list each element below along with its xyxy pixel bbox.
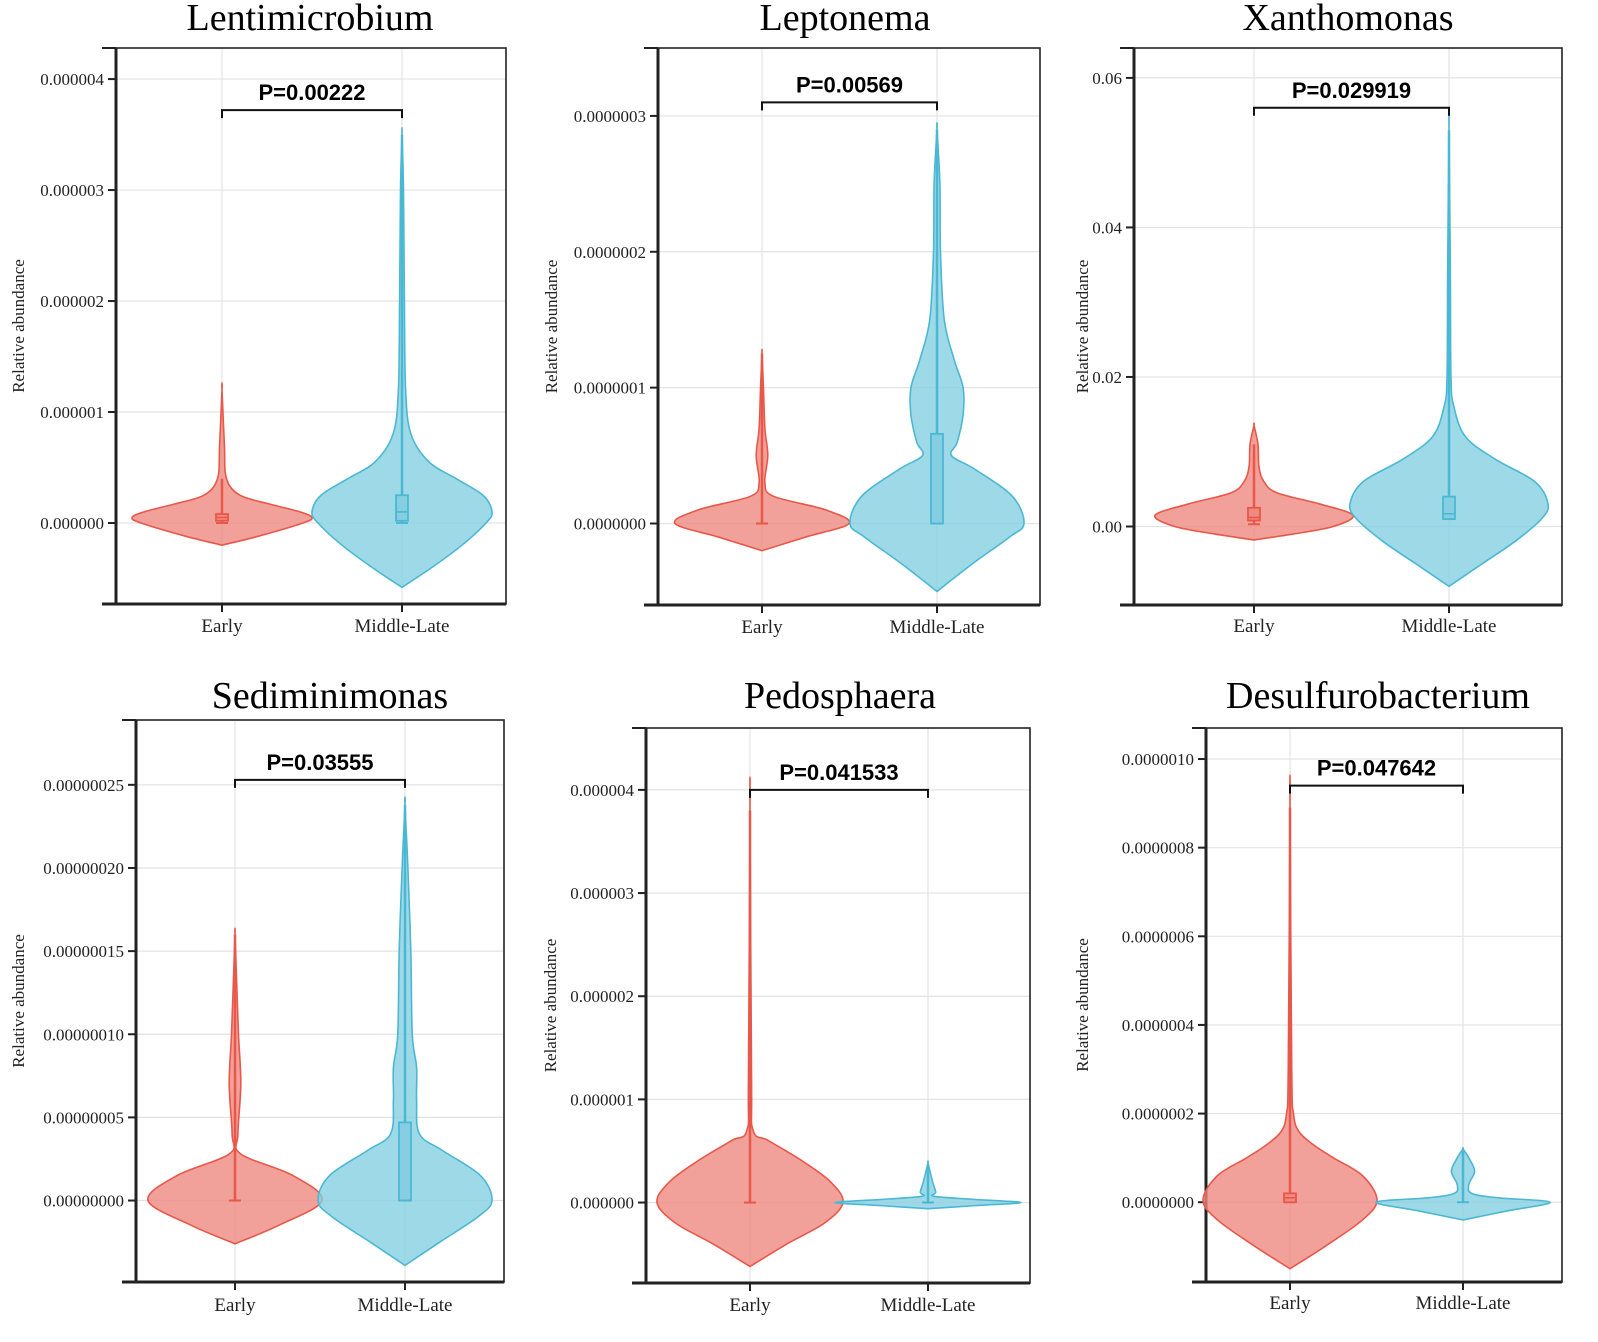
- y-axis-label: Relative abundance: [541, 939, 560, 1073]
- y-tick-label: 0.0000010: [1122, 750, 1194, 769]
- panel-title: Sediminimonas: [212, 675, 448, 717]
- y-tick-label: 0.0000004: [1122, 1016, 1195, 1035]
- y-tick-label: 0.00: [1092, 517, 1122, 536]
- y-tick-label: 0.000000: [570, 1194, 634, 1213]
- p-value-label: P=0.03555: [266, 750, 373, 775]
- y-axis-label: Relative abundance: [1073, 260, 1092, 394]
- violin-panel: 0.00 0.02 0.04 0.06 Early Middle-Late Xanthomo…: [1073, 0, 1563, 637]
- y-tick-label: 0.000003: [40, 181, 104, 200]
- y-tick-label: 0.0000006: [1122, 927, 1194, 946]
- y-tick-label: 0.00000000: [43, 1192, 124, 1211]
- y-tick-label: 0.0000008: [1122, 839, 1194, 858]
- violin-panel: 0.000000 0.000001 0.000002 0.000003 0.000004…: [9, 0, 507, 637]
- significance-bracket: [1289, 784, 1464, 794]
- x-tick-label: Middle-Late: [355, 616, 450, 637]
- significance-bracket: [749, 788, 929, 798]
- iqr-box: [395, 494, 409, 522]
- y-tick-label: 0.0000001: [574, 379, 646, 398]
- x-tick-label: Early: [1269, 1293, 1311, 1314]
- y-tick-label: 0.000002: [570, 987, 634, 1006]
- significance-bracket: [234, 778, 406, 788]
- iqr-box: [1247, 506, 1261, 522]
- p-value-label: P=0.00569: [796, 72, 903, 97]
- p-value-label: P=0.047642: [1317, 756, 1436, 781]
- significance-bracket: [761, 101, 938, 111]
- y-tick-label: 0.04: [1092, 218, 1122, 237]
- y-tick-label: 0.000004: [570, 781, 634, 800]
- y-tick-label: 0.000001: [570, 1090, 634, 1109]
- iqr-box: [930, 432, 944, 525]
- y-tick-label: 0.000003: [570, 884, 634, 903]
- y-axis-label: Relative abundance: [9, 934, 28, 1068]
- panel-title: Lentimicrobium: [187, 0, 434, 39]
- y-tick-label: 0.00000025: [43, 776, 124, 795]
- panel-title: Pedosphaera: [744, 675, 936, 717]
- y-tick-label: 0.00000020: [43, 859, 124, 878]
- x-tick-label: Middle-Late: [890, 617, 985, 638]
- iqr-box: [1442, 495, 1456, 520]
- y-axis-label: Relative abundance: [1073, 938, 1092, 1072]
- violin-panel: 0.000000 0.000001 0.000002 0.000003 0.000004…: [541, 675, 1031, 1316]
- violin-panel: 0.0000000 0.0000002 0.0000004 0.0000006 0.00…: [1073, 675, 1563, 1314]
- y-tick-label: 0.0000002: [574, 243, 646, 262]
- y-tick-label: 0.000002: [40, 292, 104, 311]
- x-tick-label: Early: [729, 1295, 771, 1316]
- p-value-label: P=0.029919: [1292, 78, 1411, 103]
- y-tick-label: 0.0000000: [574, 514, 646, 533]
- x-tick-label: Middle-Late: [881, 1295, 976, 1316]
- x-tick-label: Early: [201, 616, 243, 637]
- y-tick-label: 0.000000: [40, 514, 104, 533]
- x-tick-label: Middle-Late: [1402, 616, 1497, 637]
- x-tick-label: Early: [214, 1295, 256, 1316]
- violin-panel: 0.00000000 0.00000005 0.00000010 0.00000015…: [9, 675, 505, 1316]
- x-tick-label: Early: [1233, 616, 1275, 637]
- violin-early: [131, 382, 313, 547]
- x-tick-label: Middle-Late: [358, 1295, 453, 1316]
- y-tick-label: 0.06: [1092, 69, 1122, 88]
- y-axis-label: Relative abundance: [542, 260, 561, 394]
- y-tick-label: 0.00000010: [43, 1025, 124, 1044]
- significance-bracket: [221, 109, 403, 119]
- x-tick-label: Early: [741, 617, 783, 638]
- y-axis-label: Relative abundance: [9, 259, 28, 393]
- panel-title: Xanthomonas: [1242, 0, 1453, 39]
- y-tick-label: 0.0000000: [1122, 1193, 1194, 1212]
- y-tick-label: 0.000001: [40, 403, 104, 422]
- violin-panel: 0.0000000 0.0000001 0.0000002 0.0000003 Earl…: [542, 0, 1041, 638]
- y-tick-label: 0.000004: [40, 70, 104, 89]
- significance-bracket: [1253, 106, 1450, 116]
- p-value-label: P=0.00222: [258, 80, 365, 105]
- panel-title: Leptonema: [760, 0, 931, 39]
- p-value-label: P=0.041533: [779, 760, 898, 785]
- iqr-box: [398, 1121, 412, 1202]
- panel-title: Desulfurobacterium: [1226, 675, 1530, 717]
- y-tick-label: 0.0000002: [1122, 1105, 1194, 1124]
- y-tick-label: 0.02: [1092, 368, 1122, 387]
- y-tick-label: 0.00000015: [43, 942, 124, 961]
- x-tick-label: Middle-Late: [1416, 1293, 1511, 1314]
- y-tick-label: 0.0000003: [574, 107, 646, 126]
- y-tick-label: 0.00000005: [43, 1108, 124, 1127]
